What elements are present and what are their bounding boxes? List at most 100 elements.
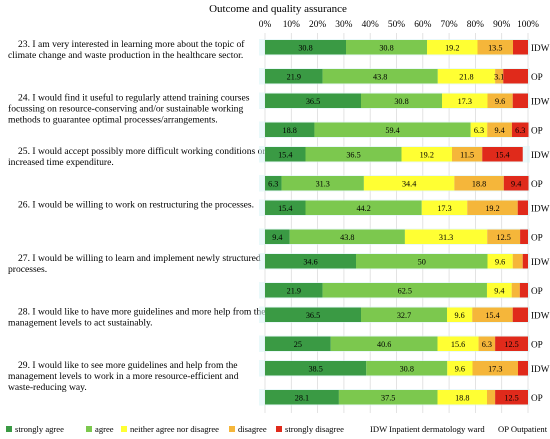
data-label: 34.6	[303, 257, 317, 266]
data-label: 34.4	[402, 179, 416, 188]
group-label: IDW	[531, 310, 550, 320]
data-label: 30.8	[298, 43, 312, 52]
legend-note-idw: IDW Inpatient dermatology ward	[370, 424, 485, 434]
data-label: 17.3	[488, 364, 502, 373]
bar-segment-2	[281, 176, 364, 191]
bar-segment-3	[437, 390, 487, 405]
data-label: 19.2	[420, 150, 434, 159]
bar-segment-1	[265, 307, 361, 322]
legend-label: disagree	[238, 424, 267, 434]
data-label: 30.8	[394, 97, 408, 106]
x-tick-label: 30%	[335, 20, 352, 30]
data-label: 19.2	[445, 43, 459, 52]
data-label: 50	[418, 257, 426, 266]
data-label: 9.6	[495, 257, 505, 266]
group-label: IDW	[531, 150, 550, 160]
x-tick-label: 0%	[259, 20, 272, 30]
x-tick-label: 60%	[414, 20, 431, 30]
bar-segment-2	[314, 122, 471, 137]
bar-segment-2	[289, 229, 405, 244]
bar-segment-4	[478, 336, 496, 351]
data-label: 15.4	[278, 204, 292, 213]
bar-segment-3	[437, 336, 479, 351]
bar-segment-5	[511, 122, 529, 137]
legend-swatch-3	[121, 426, 127, 432]
bar-segment-2	[305, 147, 402, 162]
bars: 30.8 30.8 19.2 13.5 IDW 21.9 43.8 21.8 3.1 OP 36.5…	[259, 39, 550, 406]
data-label: 12.5	[497, 233, 511, 242]
bar-segment-2	[360, 307, 447, 322]
bar-segment-1	[265, 254, 356, 269]
data-label: 11.5	[460, 150, 474, 159]
statement-text: 24. I would find it useful to regularly …	[8, 93, 250, 126]
bar-segment-5	[522, 254, 528, 269]
bar-segment-5	[520, 229, 528, 244]
bar-segment-5	[512, 93, 528, 108]
group-label: OP	[531, 179, 543, 189]
bar-segment-3	[446, 307, 473, 322]
group-label: OP	[531, 393, 543, 403]
legend-note-op: OP Outpatient	[498, 424, 548, 434]
bar-segment-2	[322, 283, 487, 298]
bar-segment-1	[265, 147, 306, 162]
x-tick-label: 70%	[441, 20, 458, 30]
group-label: OP	[531, 286, 543, 296]
bar-segment-1	[265, 176, 282, 191]
bar-segment-4	[454, 176, 504, 191]
data-label: 40.6	[377, 340, 391, 349]
legend-swatch-1	[6, 426, 12, 432]
bar-segment-4	[487, 122, 512, 137]
bar-segment-1	[265, 93, 361, 108]
data-label: 36.5	[306, 311, 320, 320]
data-label: 37.5	[381, 393, 395, 402]
data-label: 17.3	[458, 97, 472, 106]
legend-swatch-4	[229, 426, 235, 432]
bar-segment-5	[482, 147, 523, 162]
data-label: 21.8	[459, 72, 473, 81]
data-label: 12.5	[504, 340, 518, 349]
data-label: 28.1	[295, 393, 309, 402]
data-label: 30.8	[379, 43, 393, 52]
x-tick-label: 40%	[362, 20, 379, 30]
bar-segment-2	[360, 93, 442, 108]
bar-segment-3	[404, 229, 488, 244]
bar-segment-1	[265, 40, 347, 55]
chart-title: Outcome and quality assurance	[209, 3, 347, 15]
data-label: 15.4	[278, 150, 292, 159]
x-tick-label: 10%	[283, 20, 300, 30]
group-label: IDW	[531, 364, 550, 374]
data-label: 9.4	[511, 179, 521, 188]
group-label: IDW	[531, 96, 550, 106]
bar-segment-2	[338, 390, 438, 405]
legend-label: strongly agree	[15, 424, 64, 434]
bar-segment-4	[495, 69, 504, 84]
data-label: 18.8	[455, 393, 469, 402]
data-label: 9.6	[455, 364, 465, 373]
legend-swatch-5	[276, 426, 282, 432]
bar-segment-4	[487, 229, 521, 244]
bar-segment-1	[265, 122, 315, 137]
statement-labels: 23. I am very interested in learning mor…	[8, 39, 266, 393]
bar-segment-3	[363, 176, 455, 191]
bar-segment-2	[330, 336, 438, 351]
legend-label: agree	[95, 424, 114, 434]
group-label: IDW	[531, 43, 550, 53]
bar-segment-1	[265, 200, 306, 215]
x-tick-label: 80%	[467, 20, 484, 30]
statement-text: 25. I would accept possibly more difficu…	[8, 146, 266, 168]
data-label: 30.8	[400, 364, 414, 373]
data-label: 44.2	[356, 204, 370, 213]
data-label: 13.5	[488, 43, 502, 52]
data-label: 31.3	[439, 233, 453, 242]
data-label: 15.4	[495, 150, 509, 159]
data-label: 9.4	[272, 233, 282, 242]
data-label: 3.1	[494, 72, 504, 81]
data-label: 36.5	[346, 150, 360, 159]
bar-segment-4	[477, 40, 514, 55]
bar-segment-3	[470, 122, 488, 137]
statement-text: 26. I would be willing to work on restru…	[18, 200, 254, 211]
legend-label: neither agree nor disagree	[130, 424, 219, 434]
bar-segment-4	[472, 307, 513, 322]
group-label: IDW	[531, 203, 550, 213]
group-label: OP	[531, 72, 543, 82]
